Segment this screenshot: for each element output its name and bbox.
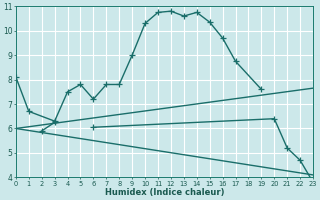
X-axis label: Humidex (Indice chaleur): Humidex (Indice chaleur): [105, 188, 224, 197]
